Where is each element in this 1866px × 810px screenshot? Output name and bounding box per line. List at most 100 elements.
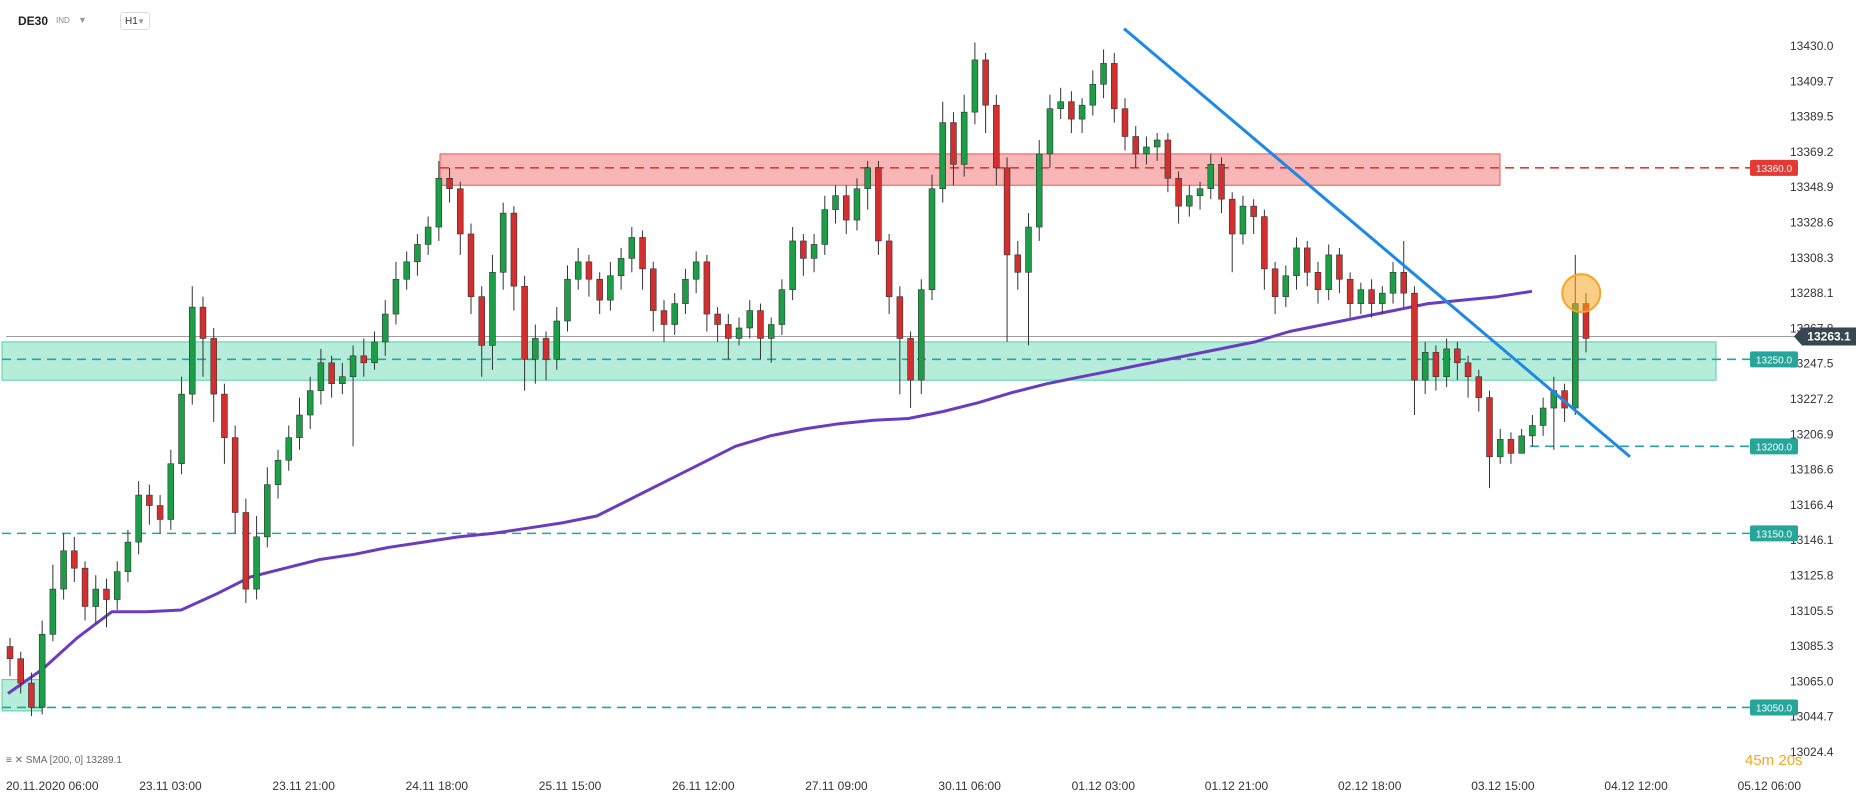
candle-body: [221, 393, 228, 438]
symbol-label[interactable]: DE30: [18, 14, 49, 28]
candle-body: [1379, 292, 1386, 304]
candle-body: [1518, 435, 1525, 454]
candle-body: [564, 278, 571, 322]
candle: [1207, 153, 1215, 200]
candle-body: [1218, 164, 1225, 200]
candle-body: [617, 258, 625, 277]
candle-body: [1421, 352, 1429, 381]
trend-layer: [1123, 27, 1631, 458]
candle-body: [1496, 439, 1504, 458]
candle-body: [189, 306, 196, 395]
candle: [146, 484, 153, 525]
candle: [38, 620, 46, 715]
candle-body: [360, 355, 368, 364]
candle-body: [135, 494, 142, 543]
time-tick-label: 26.11 12:00: [672, 779, 735, 793]
candle: [1078, 98, 1086, 134]
candle: [156, 495, 164, 534]
candle-body: [960, 111, 968, 165]
candle-body: [1164, 139, 1172, 179]
candle: [950, 112, 957, 186]
candle-body: [928, 188, 936, 290]
candle-body: [510, 212, 518, 287]
candle-body: [1003, 167, 1011, 256]
zone-support: [1, 341, 1717, 381]
candle-body: [596, 278, 603, 301]
candle: [285, 425, 292, 471]
candle: [960, 94, 968, 177]
candle-body: [1068, 101, 1075, 120]
sma-line: [7, 289, 1533, 695]
candle: [103, 578, 110, 628]
candle: [1261, 209, 1268, 290]
candle-body: [1464, 362, 1472, 378]
candle: [714, 307, 721, 342]
candle-body: [317, 362, 325, 391]
candle: [1496, 428, 1504, 464]
candle: [1121, 98, 1129, 151]
candle: [607, 261, 614, 311]
candle: [864, 160, 871, 210]
candle-body: [113, 571, 121, 600]
candle: [650, 261, 657, 332]
candle: [510, 206, 518, 311]
candle: [918, 279, 925, 395]
price-tick-label: 13369.2: [1790, 145, 1834, 159]
candle: [928, 174, 936, 301]
candle: [521, 275, 528, 391]
candle-body: [1132, 136, 1139, 155]
candle-body: [1186, 195, 1193, 207]
level-tag-bg: [1750, 699, 1798, 716]
timeframe-select[interactable]: H1 ▼: [120, 12, 150, 30]
candle: [1014, 240, 1022, 290]
candle: [842, 185, 850, 234]
time-tick-label: 02.12 18:00: [1338, 779, 1402, 793]
candle: [1443, 338, 1450, 388]
candle-body: [628, 237, 636, 259]
candle-body: [457, 188, 464, 235]
candle: [617, 247, 625, 290]
candle: [306, 376, 314, 429]
candle-body: [6, 646, 14, 660]
candle-body: [1411, 292, 1418, 381]
candle: [328, 355, 335, 398]
candle: [1164, 133, 1172, 193]
candle: [1464, 355, 1472, 398]
candle: [789, 227, 796, 301]
candle-body: [1368, 289, 1375, 304]
candle: [221, 383, 228, 464]
candle: [317, 348, 325, 405]
candle: [167, 449, 175, 530]
candle: [446, 167, 453, 203]
candle-body: [553, 320, 561, 360]
candle: [821, 195, 829, 255]
candle: [1368, 279, 1375, 318]
candle-body: [1153, 139, 1161, 148]
candle: [639, 230, 646, 290]
candle-body: [467, 233, 475, 297]
candle: [875, 160, 882, 255]
menu-icon[interactable]: ≡ ✕: [6, 755, 23, 766]
sma-legend[interactable]: ≡ ✕ SMA [200, 0] 13289.1: [6, 755, 122, 766]
candle-body: [1261, 216, 1268, 270]
candle-countdown: 45m 20s: [1745, 752, 1803, 769]
candle: [1518, 428, 1525, 454]
time-tick-label: 20.11.2020 06:00: [6, 779, 99, 793]
chevron-down-icon[interactable]: ▼: [78, 15, 87, 25]
candle: [1228, 192, 1236, 273]
candle-body: [821, 209, 829, 245]
candle-body: [1529, 425, 1536, 437]
candle: [1239, 195, 1247, 245]
candle-body: [1046, 108, 1054, 155]
candle: [778, 279, 786, 335]
time-tick-label: 03.12 15:00: [1471, 779, 1535, 793]
candle: [885, 233, 893, 315]
candle-body: [1239, 205, 1247, 235]
time-tick-label: 23.11 21:00: [272, 779, 335, 793]
candle-body: [1486, 397, 1493, 458]
candle-body: [253, 536, 260, 590]
candle: [746, 300, 754, 339]
candle: [1346, 272, 1354, 318]
level-tag: 13150.0: [1750, 525, 1798, 542]
